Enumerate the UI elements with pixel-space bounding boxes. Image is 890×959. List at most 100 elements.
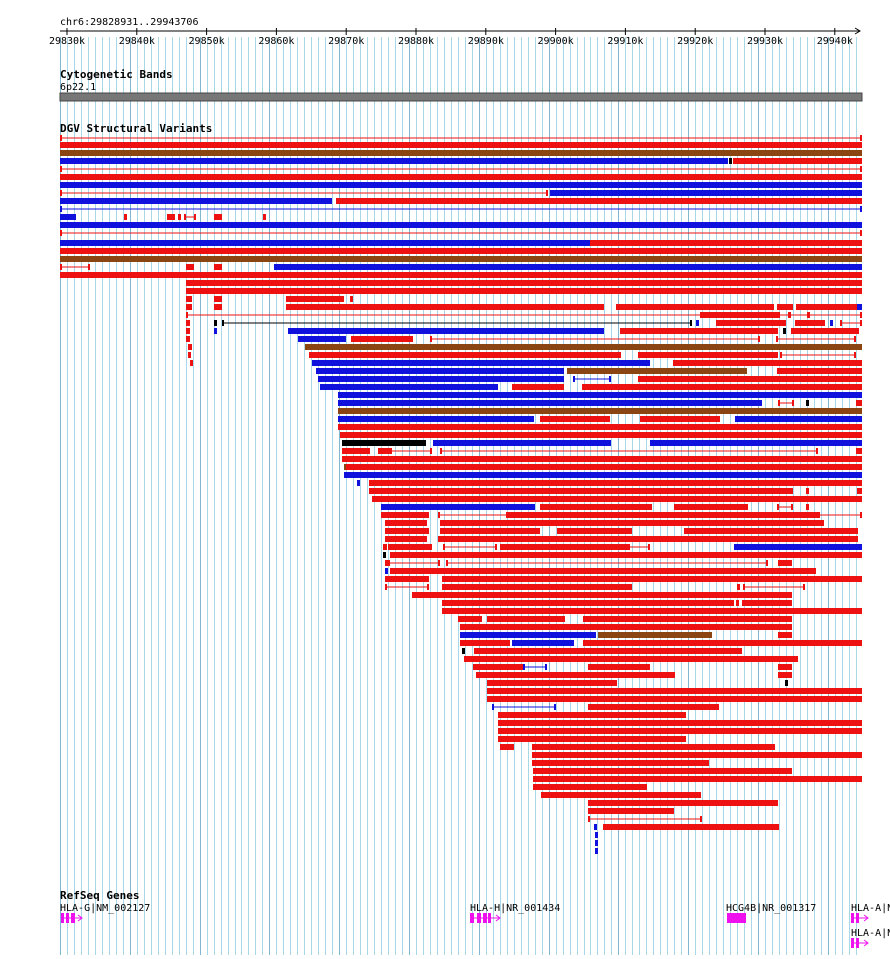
dgv-variant[interactable] bbox=[60, 230, 862, 236]
dgv-variant[interactable] bbox=[390, 552, 862, 558]
dgv-variant[interactable] bbox=[588, 800, 778, 806]
dgv-variant[interactable] bbox=[60, 150, 862, 156]
dgv-variant[interactable] bbox=[60, 214, 76, 220]
dgv-variant[interactable] bbox=[487, 696, 862, 702]
dgv-variant[interactable] bbox=[550, 190, 862, 196]
dgv-variant[interactable] bbox=[533, 776, 862, 782]
dgv-variant[interactable] bbox=[498, 728, 862, 734]
gene-hla-a-1[interactable] bbox=[851, 913, 869, 923]
dgv-variant[interactable] bbox=[796, 304, 858, 310]
dgv-variant[interactable] bbox=[737, 584, 740, 590]
dgv-variant[interactable] bbox=[60, 182, 862, 188]
dgv-variant[interactable] bbox=[186, 336, 190, 342]
dgv-variant[interactable] bbox=[532, 752, 862, 758]
dgv-variant[interactable] bbox=[351, 336, 413, 342]
dgv-variant[interactable] bbox=[806, 504, 809, 510]
dgv-variant[interactable] bbox=[188, 344, 192, 350]
dgv-variant[interactable] bbox=[288, 328, 604, 334]
gene-hla-a-2[interactable] bbox=[851, 938, 869, 948]
dgv-variant[interactable] bbox=[638, 352, 778, 358]
dgv-variant[interactable] bbox=[60, 248, 862, 254]
dgv-variant[interactable] bbox=[700, 312, 780, 318]
dgv-variant[interactable] bbox=[733, 158, 862, 164]
dgv-variant[interactable] bbox=[778, 560, 792, 566]
dgv-variant[interactable] bbox=[433, 440, 611, 446]
cytoband-bar[interactable] bbox=[59, 92, 863, 102]
dgv-variant[interactable] bbox=[696, 320, 699, 326]
dgv-variant[interactable] bbox=[60, 135, 862, 141]
dgv-variant[interactable] bbox=[440, 520, 824, 526]
dgv-variant[interactable] bbox=[595, 832, 598, 838]
dgv-variant[interactable] bbox=[684, 528, 858, 534]
dgv-variant[interactable] bbox=[498, 736, 686, 742]
dgv-variant[interactable] bbox=[385, 576, 429, 582]
dgv-variant[interactable] bbox=[320, 384, 498, 390]
dgv-variant[interactable] bbox=[390, 568, 816, 574]
dgv-variant[interactable] bbox=[512, 384, 564, 390]
dgv-variant[interactable] bbox=[338, 392, 862, 398]
dgv-variant[interactable] bbox=[856, 448, 862, 454]
dgv-variant[interactable] bbox=[342, 448, 370, 454]
dgv-variant[interactable] bbox=[729, 158, 732, 164]
dgv-variant[interactable] bbox=[460, 624, 792, 630]
dgv-variant[interactable] bbox=[60, 222, 862, 228]
dgv-variant[interactable] bbox=[791, 328, 859, 334]
refseq-track[interactable]: RefSeq Genes HLA-G|NM_002127 HLA-H|NR_00… bbox=[60, 889, 890, 948]
dgv-variant[interactable] bbox=[186, 304, 192, 310]
dgv-variant[interactable] bbox=[638, 376, 862, 382]
dgv-variant[interactable] bbox=[388, 544, 432, 550]
dgv-variant[interactable] bbox=[442, 584, 632, 590]
dgv-variant[interactable] bbox=[500, 544, 628, 550]
dgv-variant[interactable] bbox=[186, 320, 190, 326]
dgv-variant[interactable] bbox=[776, 336, 856, 342]
dgv-variant[interactable] bbox=[318, 376, 564, 382]
dgv-track[interactable]: DGV Structural Variants bbox=[60, 122, 862, 854]
dgv-variant[interactable] bbox=[588, 664, 650, 670]
dgv-variant[interactable] bbox=[383, 552, 386, 558]
dgv-variant[interactable] bbox=[214, 264, 222, 270]
dgv-variant[interactable] bbox=[598, 632, 712, 638]
dgv-variant[interactable] bbox=[385, 536, 427, 542]
dgv-variant[interactable] bbox=[856, 400, 862, 406]
dgv-variant[interactable] bbox=[346, 464, 862, 470]
dgv-variant[interactable] bbox=[372, 496, 862, 502]
dgv-variant[interactable] bbox=[474, 648, 742, 654]
dgv-variant[interactable] bbox=[381, 504, 535, 510]
dgv-variant[interactable] bbox=[344, 472, 862, 478]
dgv-variant[interactable] bbox=[385, 584, 429, 590]
dgv-variant[interactable] bbox=[588, 704, 719, 710]
dgv-variant[interactable] bbox=[190, 360, 193, 366]
dgv-variant[interactable] bbox=[673, 360, 862, 366]
gene-hcg4b[interactable] bbox=[727, 913, 746, 923]
dgv-variant[interactable] bbox=[857, 488, 862, 494]
dgv-variant[interactable] bbox=[442, 576, 862, 582]
dgv-variant[interactable] bbox=[464, 656, 798, 662]
dgv-variant[interactable] bbox=[440, 448, 818, 454]
dgv-variant[interactable] bbox=[508, 512, 818, 518]
dgv-variant[interactable] bbox=[588, 816, 702, 822]
dgv-variant[interactable] bbox=[263, 214, 266, 220]
dgv-variant[interactable] bbox=[603, 824, 779, 830]
dgv-variant[interactable] bbox=[780, 352, 856, 358]
dgv-variant[interactable] bbox=[487, 616, 565, 622]
dgv-variant[interactable] bbox=[378, 448, 390, 454]
dgv-variant[interactable] bbox=[286, 304, 604, 310]
dgv-variant[interactable] bbox=[788, 312, 791, 318]
dgv-variant[interactable] bbox=[795, 320, 825, 326]
dgv-variant[interactable] bbox=[840, 320, 862, 326]
dgv-variant[interactable] bbox=[498, 712, 686, 718]
dgv-variant[interactable] bbox=[567, 368, 747, 374]
dgv-variant[interactable] bbox=[60, 190, 548, 196]
dgv-variant[interactable] bbox=[188, 352, 191, 358]
dgv-variant[interactable] bbox=[388, 560, 440, 566]
dgv-variant[interactable] bbox=[312, 360, 650, 366]
dgv-variant[interactable] bbox=[523, 664, 547, 670]
dgv-variant[interactable] bbox=[350, 296, 353, 302]
gene-hla-g[interactable] bbox=[61, 913, 83, 923]
dgv-variant[interactable] bbox=[298, 336, 346, 342]
dgv-variant[interactable] bbox=[274, 264, 862, 270]
dgv-variant[interactable] bbox=[390, 448, 432, 454]
dgv-variant[interactable] bbox=[60, 256, 862, 262]
dgv-variant[interactable] bbox=[60, 206, 862, 212]
dgv-variant[interactable] bbox=[167, 214, 175, 220]
